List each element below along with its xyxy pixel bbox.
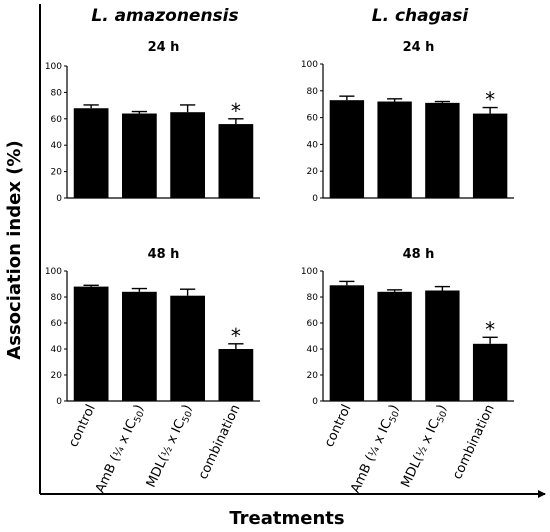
y-tick-label: 60 (307, 319, 319, 329)
category-label-amb: AmB (¼ x IC50) (93, 402, 149, 496)
y-tick-label: 0 (56, 194, 62, 204)
category-label-amb: AmB (¼ x IC50) (348, 402, 404, 496)
bar (377, 291, 412, 401)
y-tick-label: 0 (56, 397, 62, 407)
y-tick-label: 80 (51, 88, 63, 98)
category-label-mdl: MDL(½ x IC50) (144, 402, 197, 490)
category-label-combination: combination (196, 402, 244, 482)
panel-3: 48 h 0 20 40 60 80 100 * (45, 247, 260, 407)
column-title-right: L. chagasi (372, 6, 470, 26)
y-tick-label: 80 (307, 293, 319, 303)
category-label-combination: combination (450, 402, 498, 482)
bar (122, 113, 157, 198)
y-tick-label: 40 (307, 140, 319, 150)
category-label-mdl: MDL(½ x IC50) (399, 402, 452, 490)
x-axis-title: Treatments (229, 508, 344, 529)
bar (377, 101, 412, 198)
bar (170, 112, 205, 198)
bar (218, 349, 254, 401)
y-tick-label: 40 (307, 345, 319, 355)
panel-title: 24 h (403, 40, 435, 55)
y-tick-label: 60 (51, 115, 63, 125)
y-tick-label: 40 (51, 141, 63, 151)
bar (218, 124, 254, 198)
bar (122, 291, 157, 401)
panel-title: 48 h (148, 247, 180, 262)
bar (73, 108, 109, 198)
y-tick-label: 40 (51, 345, 63, 355)
y-tick-label: 20 (51, 371, 63, 381)
bar (472, 113, 508, 198)
panel-2: 24 h 0 20 40 60 80 100 * (301, 40, 514, 204)
y-tick-label: 20 (307, 371, 319, 381)
bar (425, 290, 460, 401)
category-label-control: control (322, 402, 355, 449)
panel-1: 24 h 0 20 40 60 80 100 * (45, 40, 260, 204)
y-tick-label: 100 (301, 267, 318, 277)
y-axis-title: Association index (%) (4, 140, 25, 359)
y-tick-label: 20 (51, 168, 63, 178)
category-label-control: control (66, 402, 99, 449)
panel-title: 48 h (403, 247, 435, 262)
column-title-left: L. amazonensis (91, 6, 238, 26)
y-tick-label: 60 (51, 319, 63, 329)
y-tick-label: 20 (307, 167, 319, 177)
y-tick-label: 0 (312, 397, 318, 407)
y-tick-label: 60 (307, 114, 319, 124)
bar (170, 295, 205, 401)
significance-star: * (231, 99, 241, 123)
y-tick-label: 100 (45, 62, 62, 72)
panel-title: 24 h (148, 40, 180, 55)
bar (425, 102, 460, 198)
bar (329, 100, 365, 198)
y-tick-label: 80 (307, 87, 319, 97)
bar (329, 285, 365, 401)
panel-4: 48 h 0 20 40 60 80 100 * (301, 247, 514, 407)
y-tick-label: 80 (51, 293, 63, 303)
y-tick-label: 100 (301, 60, 318, 70)
bar (472, 343, 508, 401)
x-axis-arrow-icon (538, 490, 546, 498)
significance-star: * (485, 317, 495, 341)
bar (73, 286, 109, 401)
y-tick-label: 100 (45, 267, 62, 277)
significance-star: * (231, 324, 241, 348)
significance-star: * (485, 88, 495, 112)
y-tick-label: 0 (312, 194, 318, 204)
